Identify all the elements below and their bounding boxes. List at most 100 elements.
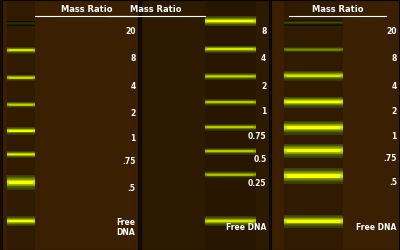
- Bar: [205, 149, 256, 150]
- Bar: [284, 122, 343, 123]
- Bar: [8, 183, 35, 184]
- Bar: [284, 151, 343, 152]
- Bar: [8, 181, 35, 182]
- Bar: [205, 17, 256, 18]
- Bar: [8, 219, 35, 220]
- Bar: [205, 129, 256, 130]
- Bar: [205, 20, 256, 21]
- Text: Free DNA: Free DNA: [356, 223, 397, 232]
- Text: 8: 8: [130, 54, 136, 63]
- Text: 1: 1: [261, 107, 266, 116]
- Bar: [284, 77, 343, 78]
- Bar: [205, 78, 256, 79]
- Bar: [271, 0, 399, 250]
- Bar: [8, 189, 35, 190]
- Bar: [205, 48, 256, 49]
- Bar: [8, 155, 35, 156]
- Text: 2: 2: [130, 109, 136, 118]
- Bar: [8, 78, 35, 79]
- Bar: [287, 220, 340, 223]
- Bar: [205, 125, 256, 126]
- Bar: [205, 150, 256, 151]
- Bar: [284, 224, 343, 225]
- Bar: [284, 182, 343, 183]
- Bar: [8, 53, 35, 54]
- Bar: [9, 104, 33, 106]
- Bar: [205, 219, 256, 220]
- Text: 4: 4: [130, 82, 136, 91]
- Bar: [284, 129, 343, 130]
- Bar: [207, 126, 254, 128]
- Bar: [284, 132, 343, 133]
- Bar: [205, 174, 256, 175]
- Bar: [284, 127, 343, 128]
- Bar: [284, 175, 343, 176]
- Bar: [8, 133, 35, 134]
- Text: 20: 20: [386, 27, 397, 36]
- Text: 20: 20: [125, 27, 136, 36]
- Bar: [284, 72, 343, 73]
- Bar: [284, 156, 343, 157]
- Text: .5: .5: [389, 178, 397, 187]
- Bar: [284, 215, 343, 216]
- Bar: [9, 130, 33, 132]
- Bar: [205, 220, 256, 221]
- Bar: [205, 99, 256, 100]
- Bar: [205, 148, 256, 149]
- Bar: [284, 145, 343, 146]
- Bar: [284, 123, 343, 124]
- Bar: [8, 105, 35, 106]
- Bar: [284, 157, 343, 158]
- Bar: [8, 185, 35, 186]
- Bar: [284, 144, 343, 145]
- Bar: [8, 129, 35, 130]
- Bar: [284, 126, 343, 127]
- Bar: [141, 0, 269, 250]
- Text: .75: .75: [122, 157, 136, 166]
- Bar: [284, 74, 343, 75]
- Text: Mass Ratio: Mass Ratio: [60, 6, 112, 15]
- Bar: [284, 103, 343, 104]
- Text: 1: 1: [392, 132, 397, 141]
- Bar: [284, 99, 343, 100]
- Bar: [205, 79, 256, 80]
- Bar: [205, 25, 256, 26]
- Bar: [207, 20, 254, 22]
- Bar: [287, 126, 340, 129]
- Bar: [205, 101, 256, 102]
- Bar: [284, 179, 343, 180]
- Bar: [205, 217, 256, 218]
- Bar: [8, 48, 35, 49]
- Bar: [284, 20, 343, 21]
- Bar: [205, 152, 256, 153]
- Bar: [9, 154, 33, 155]
- Bar: [205, 75, 256, 76]
- Text: 0.25: 0.25: [248, 179, 266, 188]
- Bar: [205, 218, 256, 219]
- Bar: [205, 153, 256, 154]
- Bar: [287, 49, 340, 50]
- Bar: [8, 74, 35, 75]
- Bar: [284, 98, 343, 99]
- Bar: [8, 180, 35, 181]
- Bar: [8, 187, 35, 188]
- Bar: [205, 172, 256, 173]
- Bar: [284, 121, 343, 122]
- Bar: [205, 126, 256, 127]
- Bar: [205, 102, 256, 103]
- Bar: [284, 155, 343, 156]
- Bar: [205, 51, 256, 52]
- Bar: [8, 23, 35, 24]
- Bar: [205, 175, 256, 176]
- Bar: [8, 186, 35, 187]
- Bar: [9, 23, 33, 24]
- Bar: [284, 107, 343, 108]
- Bar: [284, 96, 343, 97]
- Bar: [8, 184, 35, 185]
- Bar: [284, 222, 343, 223]
- Bar: [205, 151, 256, 152]
- Bar: [9, 181, 33, 184]
- Bar: [287, 22, 340, 24]
- Text: 4: 4: [392, 82, 397, 91]
- Bar: [284, 97, 343, 98]
